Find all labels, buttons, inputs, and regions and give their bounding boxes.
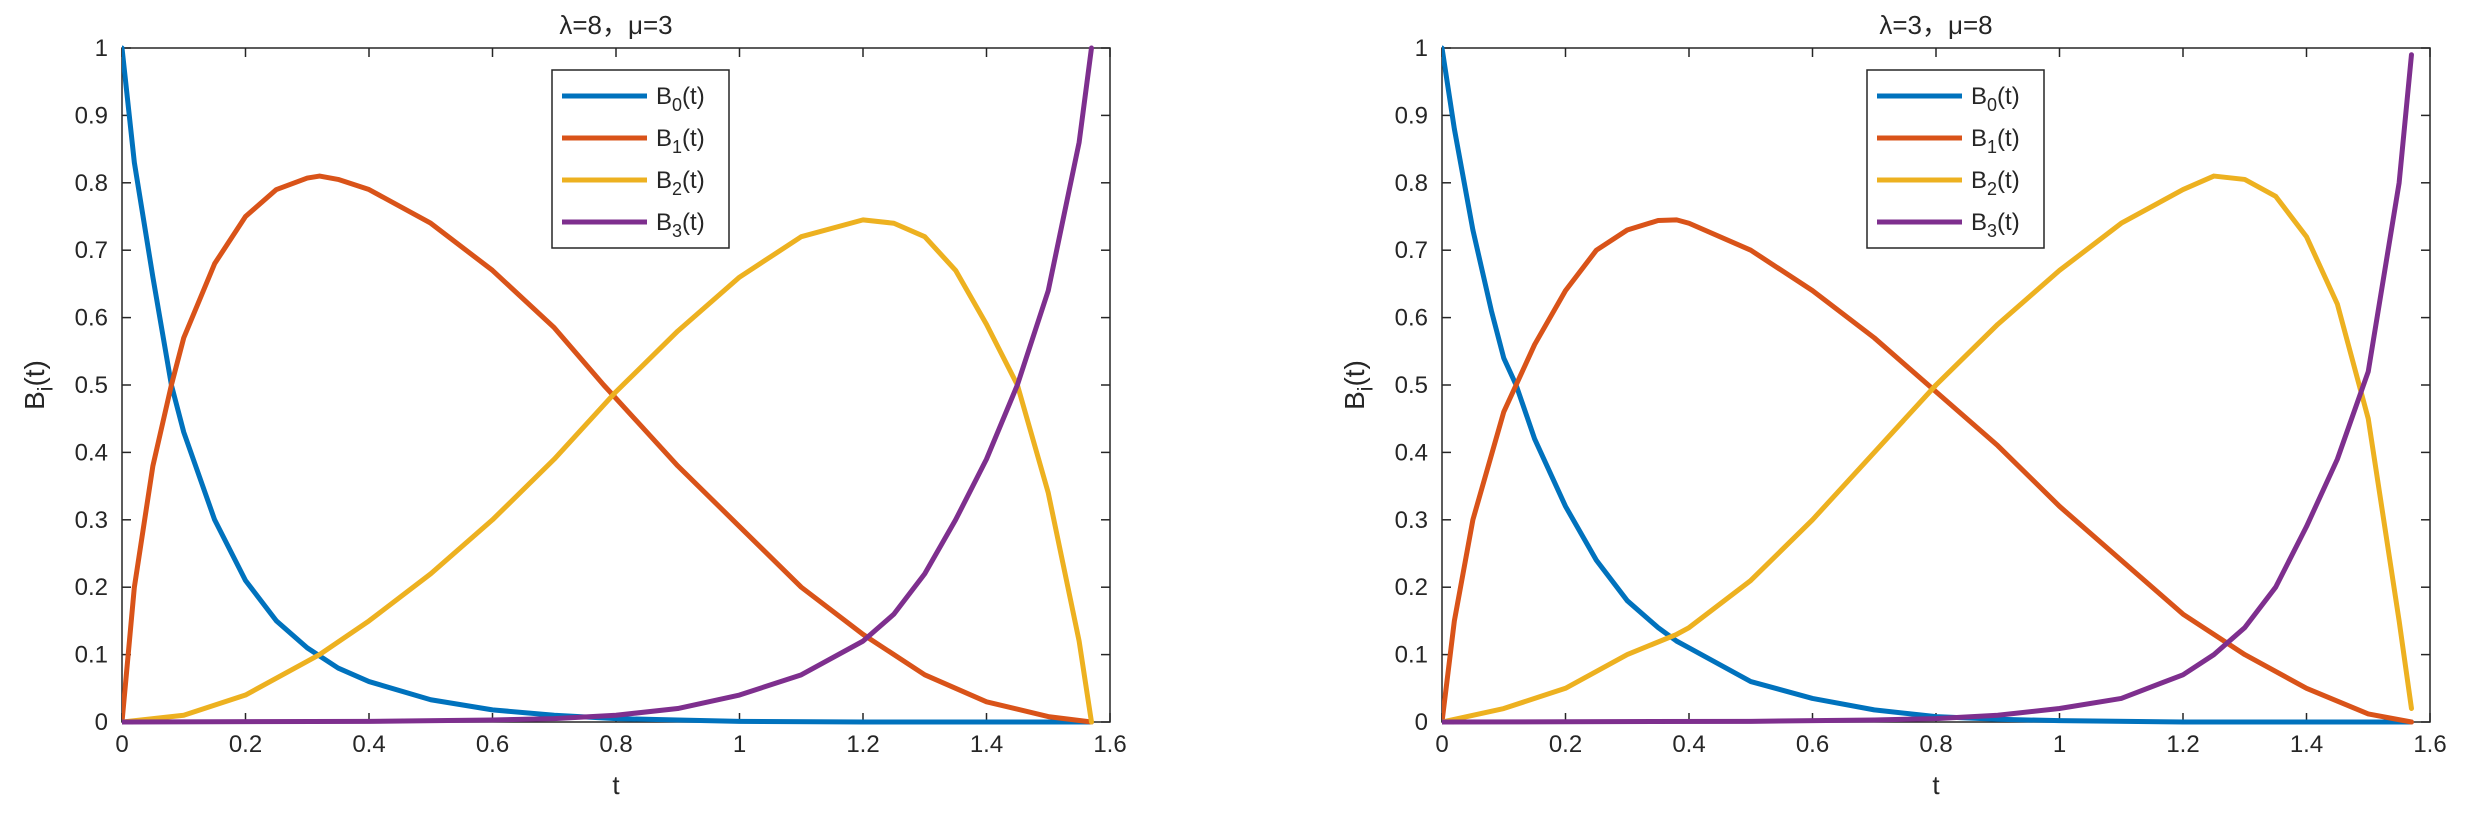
- x-tick-label: 1.4: [2290, 731, 2323, 758]
- chart-panel-1: 0 0.2 0.4 0.6 0.8 1 1.2 1.4 1.6 0 0.1 0.2 0.3 0.4 0.5 0…: [19, 10, 1127, 800]
- y-axis-label: Bi(t): [19, 360, 57, 410]
- x-tick-label: 0.4: [1672, 731, 1705, 758]
- y-tick-label: 0.6: [75, 305, 108, 332]
- y-tick-label: 0.4: [1395, 439, 1428, 466]
- chart-title: λ=3，μ=8: [1879, 10, 1992, 40]
- x-tick-label: 0.6: [476, 731, 509, 758]
- y-tick-label: 0.7: [1395, 237, 1428, 264]
- y-tick-label: 0.9: [75, 102, 108, 129]
- legend-label-0: B0(t): [656, 83, 705, 115]
- series-line-2: [122, 217, 1094, 725]
- x-axis-label: t: [1932, 770, 1940, 800]
- legend-label-1: B1(t): [1971, 125, 2020, 157]
- legend-label-0: B0(t): [1971, 83, 2020, 115]
- legend-label-3: B3(t): [1971, 209, 2020, 241]
- x-tick-label: 0.8: [599, 731, 632, 758]
- x-tick-label: 1.2: [846, 731, 879, 758]
- x-tick-label: 0.8: [1919, 731, 1952, 758]
- chart-title: λ=8，μ=3: [559, 10, 672, 40]
- y-tick-label: 0: [1415, 709, 1428, 736]
- x-tick-label: 0.2: [1549, 731, 1582, 758]
- series-line-3: [122, 45, 1094, 725]
- legend-box: [1866, 69, 2045, 249]
- y-tick-label: 0.9: [1395, 102, 1428, 129]
- chart-panel-2: 0 0.2 0.4 0.6 0.8 1 1.2 1.4 1.6 0 0.1 0.2 0.3 0.4 0.5 0…: [1339, 10, 2447, 800]
- legend-box: [551, 69, 730, 249]
- x-tick-label: 1: [2053, 731, 2066, 758]
- y-tick-label: 0: [95, 709, 108, 736]
- y-tick-label: 1: [1415, 35, 1428, 62]
- y-tick-label: 0.6: [1395, 305, 1428, 332]
- y-tick-label: 0.7: [75, 237, 108, 264]
- y-tick-label: 0.1: [1395, 642, 1428, 669]
- x-tick-label: 0.4: [352, 731, 385, 758]
- x-axis-label: t: [612, 770, 620, 800]
- x-tick-label: 1.2: [2166, 731, 2199, 758]
- series-line-1: [122, 173, 1094, 725]
- series-line-1: [1442, 217, 2414, 725]
- y-tick-label: 0.5: [1395, 372, 1428, 399]
- x-tick-label: 0: [1435, 731, 1448, 758]
- legend: B0(t) B1(t) B2(t) B3(t): [1866, 69, 2045, 249]
- series-line-0: [122, 45, 1094, 725]
- x-tick-label: 0.6: [1796, 731, 1829, 758]
- x-tick-label: 1.6: [1093, 731, 1126, 758]
- legend: B0(t) B1(t) B2(t) B3(t): [551, 69, 730, 249]
- y-tick-label: 0.1: [75, 642, 108, 669]
- y-tick-label: 0.2: [75, 574, 108, 601]
- legend-label-3: B3(t): [656, 209, 705, 241]
- y-tick-label: 0.4: [75, 439, 108, 466]
- y-tick-label: 1: [95, 35, 108, 62]
- legend-label-2: B2(t): [656, 167, 705, 199]
- y-tick-label: 0.8: [1395, 170, 1428, 197]
- series-line-2: [1442, 173, 2414, 725]
- x-tick-label: 1: [733, 731, 746, 758]
- series-line-3: [1442, 52, 2414, 725]
- legend-label-1: B1(t): [656, 125, 705, 157]
- y-tick-label: 0.3: [75, 507, 108, 534]
- legend-label-2: B2(t): [1971, 167, 2020, 199]
- x-tick-label: 1.6: [2413, 731, 2446, 758]
- x-tick-label: 1.4: [970, 731, 1003, 758]
- x-tick-label: 0.2: [229, 731, 262, 758]
- x-tick-label: 0: [115, 731, 128, 758]
- y-tick-label: 0.5: [75, 372, 108, 399]
- y-tick-label: 0.8: [75, 170, 108, 197]
- y-tick-label: 0.3: [1395, 507, 1428, 534]
- series-line-0: [1442, 45, 2414, 725]
- y-tick-label: 0.2: [1395, 574, 1428, 601]
- y-axis-label: Bi(t): [1339, 360, 1377, 410]
